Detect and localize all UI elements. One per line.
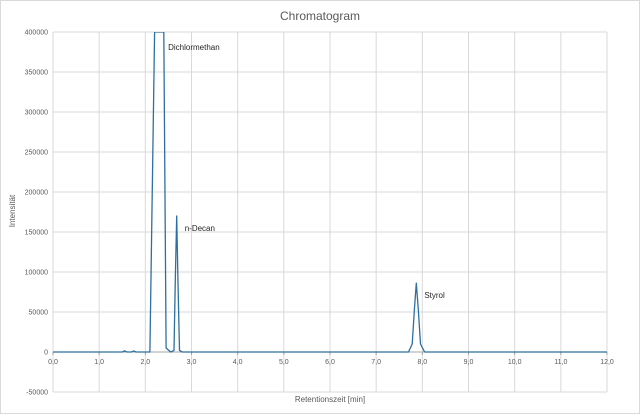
y-tick-label: 350000	[25, 70, 48, 77]
x-tick-label: 6,0	[325, 359, 335, 366]
chart-title: Chromatogram	[280, 9, 360, 23]
gridlines	[52, 31, 608, 393]
y-tick-label: 50000	[29, 310, 49, 317]
x-tick-label: 0,0	[48, 359, 58, 366]
peak-label: Dichlormethan	[168, 43, 220, 52]
y-tick-label: 250000	[25, 150, 48, 157]
y-tick-label: 200000	[25, 190, 48, 197]
y-tick-label: 150000	[25, 230, 48, 237]
peak-label: Styrol	[424, 291, 445, 300]
series-layer	[53, 32, 607, 353]
y-tick-label: 100000	[25, 270, 48, 277]
tick-labels: 0,0 1,0 2,0 3,0 4,0 5,0 6,0 7,0 8,0 9,0 10,0 11,0 12…	[25, 30, 614, 397]
y-tick-label: -50000	[26, 390, 48, 397]
x-tick-label: 2,0	[140, 359, 150, 366]
y-axis-label: Intensität	[8, 194, 17, 227]
y-tick-label: 0	[44, 350, 48, 357]
peak-labels: Dichlormethan n-Decan Styrol	[168, 43, 445, 300]
y-tick-label: 300000	[25, 110, 48, 117]
x-tick-label: 9,0	[464, 359, 474, 366]
x-axis-label: Retentionszeit [min]	[295, 395, 365, 404]
x-tick-label: 12,0	[600, 359, 614, 366]
x-tick-label: 10,0	[508, 359, 522, 366]
peak-label: n-Decan	[185, 224, 215, 233]
x-tick-label: 11,0	[554, 359, 567, 366]
x-tick-label: 3,0	[187, 359, 197, 366]
x-tick-label: 8,0	[417, 359, 427, 366]
x-tick-label: 7,0	[371, 359, 381, 366]
y-tick-label: 400000	[25, 30, 48, 37]
chromatogram-series-line	[53, 32, 607, 353]
x-tick-label: 5,0	[279, 359, 289, 366]
x-tick-label: 1,0	[94, 359, 104, 366]
x-tick-label: 4,0	[233, 359, 243, 366]
